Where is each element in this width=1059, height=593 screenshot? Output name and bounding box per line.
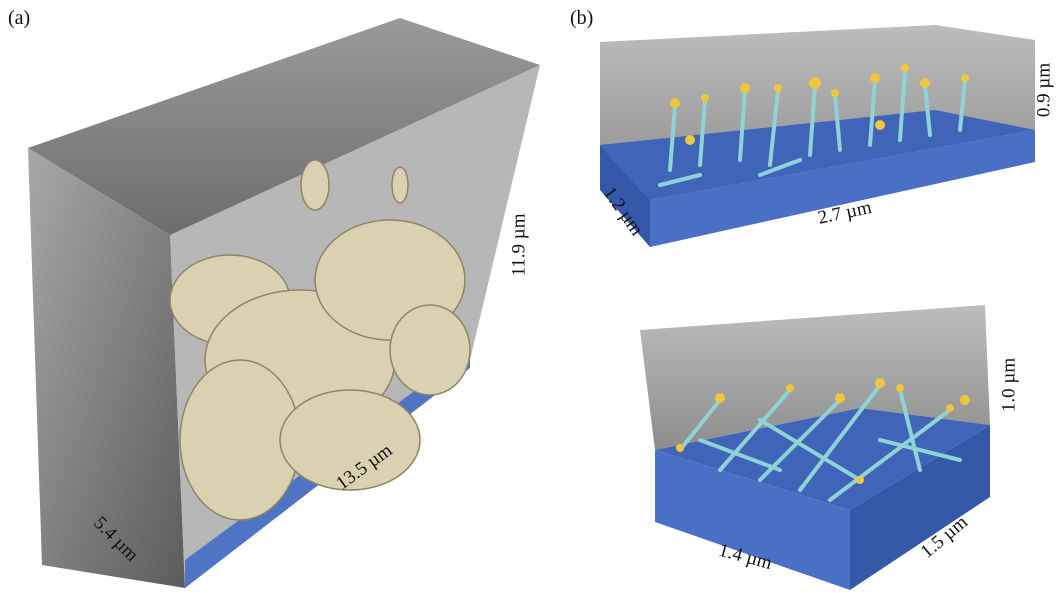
panel-label: (a)	[8, 7, 30, 29]
dimension-label: 0.9 µm	[1033, 63, 1054, 117]
dimension-label: 11.9 µm	[508, 213, 529, 276]
figure: (a) 5.4 µm 13.5 µm 11.9 µm (b)	[0, 0, 1059, 593]
dimension-label: 1.0 µm	[998, 358, 1019, 412]
panel-label: (b)	[570, 7, 593, 29]
volume-a	[28, 18, 540, 588]
